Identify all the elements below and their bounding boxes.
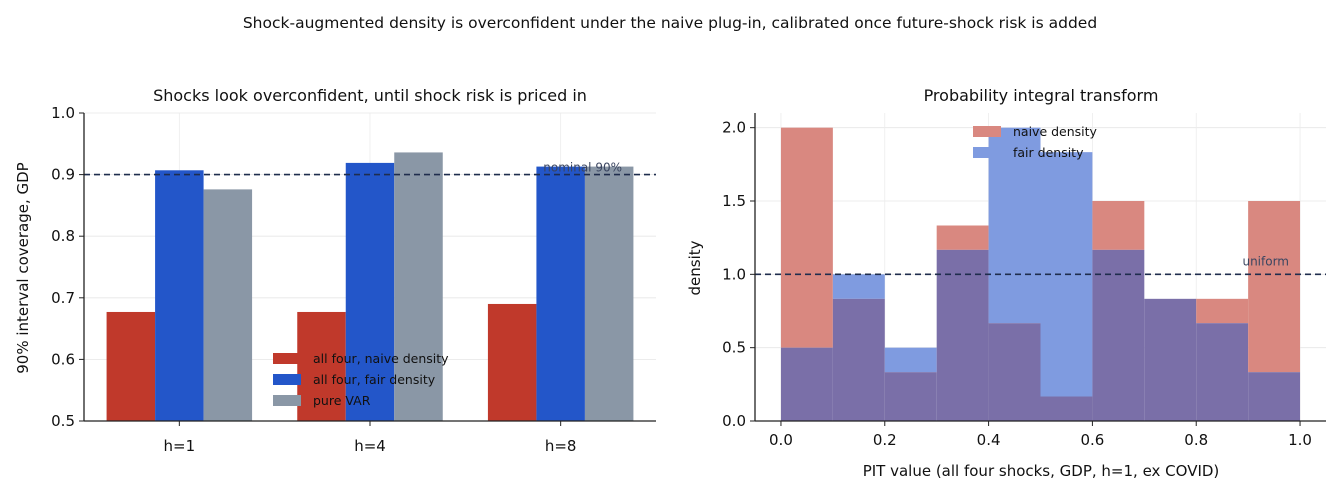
coverage-y-tick-label: 1.0 xyxy=(51,104,75,122)
coverage-legend-label: pure VAR xyxy=(313,393,371,408)
coverage-bar xyxy=(203,189,253,421)
pit-overlap-bar xyxy=(1144,298,1197,421)
pit-x-tick-label: 1.0 xyxy=(1288,431,1312,449)
nominal-reference-label: nominal 90% xyxy=(543,161,622,175)
pit-overlap-bar xyxy=(988,323,1041,421)
coverage-y-axis-label: 90% interval coverage, GDP xyxy=(14,162,32,373)
pit-y-tick-label: 0.5 xyxy=(722,339,746,357)
pit-naive-bar xyxy=(1196,298,1249,324)
pit-overlap-bar xyxy=(832,298,885,421)
pit-chart-title: Probability integral transform xyxy=(924,86,1159,105)
coverage-bar xyxy=(106,311,156,421)
figure-suptitle: Shock-augmented density is overconfident… xyxy=(243,14,1097,32)
pit-naive-bar xyxy=(1248,201,1301,373)
pit-histogram-bars xyxy=(780,127,1301,421)
pit-legend-swatch xyxy=(973,147,1001,158)
pit-x-tick-label: 0.2 xyxy=(873,431,897,449)
pit-ticks: 0.0 0.5 1.0 1.5 2.0 0.0 0.2 0.4 0.6 0.8 1.0 xyxy=(722,119,1312,449)
coverage-legend-label: all four, fair density xyxy=(313,372,436,387)
pit-fair-bar xyxy=(884,347,937,373)
coverage-x-tick-label: h=4 xyxy=(354,437,386,455)
coverage-ticks: 0.5 0.6 0.7 0.8 0.9 1.0 h=1 h=4 h=8 xyxy=(51,104,576,455)
coverage-y-tick-label: 0.9 xyxy=(51,166,75,184)
pit-histogram-chart: Probability integral transform uniform 0… xyxy=(686,86,1326,480)
coverage-legend: all four, naive density all four, fair de… xyxy=(273,351,449,408)
coverage-y-tick-label: 0.5 xyxy=(51,412,75,430)
coverage-y-tick-label: 0.7 xyxy=(51,289,75,307)
coverage-bar xyxy=(394,152,443,421)
pit-legend-label: fair density xyxy=(1013,145,1084,160)
coverage-bars xyxy=(106,152,634,421)
coverage-bar xyxy=(297,311,346,421)
pit-overlap-bar xyxy=(1092,249,1145,421)
pit-x-tick-label: 0.4 xyxy=(977,431,1001,449)
pit-overlap-bar xyxy=(884,372,937,421)
pit-legend-swatch xyxy=(973,126,1001,137)
coverage-y-tick-label: 0.6 xyxy=(51,350,75,368)
pit-x-tick-label: 0.0 xyxy=(769,431,793,449)
coverage-x-tick-label: h=1 xyxy=(164,437,196,455)
pit-x-tick-label: 0.6 xyxy=(1080,431,1104,449)
pit-legend: naive density fair density xyxy=(973,124,1098,160)
pit-x-axis-label: PIT value (all four shocks, GDP, h=1, ex… xyxy=(863,462,1220,480)
coverage-bar xyxy=(536,166,585,421)
pit-overlap-bar xyxy=(780,347,833,421)
nominal-coverage-reference: nominal 90% xyxy=(84,161,656,176)
coverage-legend-swatch xyxy=(273,395,301,406)
coverage-legend-label: all four, naive density xyxy=(313,351,449,366)
uniform-reference: uniform xyxy=(755,254,1326,276)
pit-y-tick-label: 2.0 xyxy=(722,119,746,137)
coverage-chart: Shocks look overconfident, until shock r… xyxy=(14,86,656,455)
coverage-bar xyxy=(345,162,395,421)
coverage-legend-swatch xyxy=(273,374,301,385)
pit-y-tick-label: 1.5 xyxy=(722,192,746,210)
pit-naive-bar xyxy=(936,225,989,250)
coverage-x-tick-label: h=8 xyxy=(545,437,577,455)
pit-overlap-bar xyxy=(1040,396,1093,421)
pit-y-axis-label: density xyxy=(686,240,704,295)
pit-axes xyxy=(754,113,1326,422)
pit-x-tick-label: 0.8 xyxy=(1184,431,1208,449)
pit-fair-bar xyxy=(988,127,1041,324)
pit-y-tick-label: 1.0 xyxy=(722,265,746,283)
pit-overlap-bar xyxy=(1248,372,1301,421)
coverage-bar xyxy=(155,170,204,421)
coverage-chart-title: Shocks look overconfident, until shock r… xyxy=(153,86,587,105)
uniform-reference-label: uniform xyxy=(1242,254,1289,268)
pit-naive-bar xyxy=(780,127,833,348)
pit-legend-label: naive density xyxy=(1013,124,1098,139)
pit-naive-bar xyxy=(1092,201,1145,250)
coverage-bar xyxy=(584,166,634,421)
coverage-legend-swatch xyxy=(273,353,301,364)
pit-fair-bar xyxy=(832,274,885,299)
pit-y-tick-label: 0.0 xyxy=(722,412,746,430)
pit-overlap-bar xyxy=(936,249,989,421)
coverage-bar xyxy=(487,303,537,421)
pit-overlap-bar xyxy=(1196,323,1249,421)
coverage-y-tick-label: 0.8 xyxy=(51,227,75,245)
